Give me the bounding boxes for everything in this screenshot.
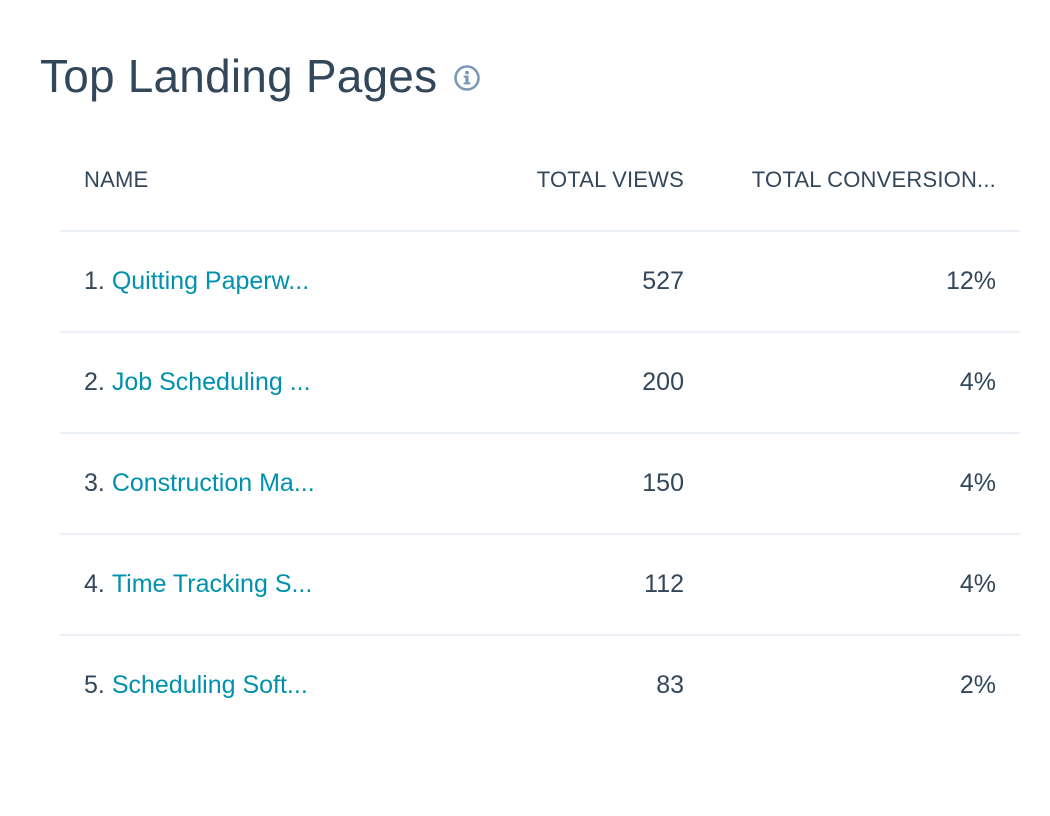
- landing-page-link[interactable]: Quitting Paperw...: [111, 267, 310, 295]
- row-rank: 1.: [84, 267, 105, 295]
- conversion-cell: 12%: [684, 231, 1020, 333]
- landing-pages-table: NAME TOTAL VIEWS TOTAL CONVERSION... 1. …: [60, 130, 1020, 735]
- name-cell: 3. Construction Ma...: [60, 433, 524, 535]
- column-header-total-views[interactable]: TOTAL VIEWS: [524, 130, 684, 232]
- table-row: 3. Construction Ma... 150 4%: [60, 433, 1020, 535]
- views-cell: 150: [524, 433, 684, 535]
- views-cell: 83: [656, 671, 684, 699]
- landing-page-link[interactable]: Construction Ma...: [111, 469, 315, 497]
- name-cell: 1. Quitting Paperw...: [60, 231, 524, 333]
- views-cell: 112: [524, 534, 684, 636]
- info-circle-icon-graphic: [454, 65, 481, 91]
- conversion-cell: 2%: [959, 671, 996, 699]
- landing-page-link[interactable]: Time Tracking S...: [111, 570, 313, 598]
- landing-page-link[interactable]: Job Scheduling ...: [111, 368, 311, 396]
- widget-title: Top Landing Pages: [40, 50, 438, 102]
- landing-pages-table-container: NAME TOTAL VIEWS TOTAL CONVERSION... 1. …: [60, 130, 1020, 735]
- table-row: 2. Job Scheduling ... 200 4%: [60, 332, 1020, 434]
- column-header-total-conversions[interactable]: TOTAL CONVERSION...: [684, 130, 1020, 232]
- name-cell: 5. Scheduling Soft...: [60, 635, 524, 735]
- column-header-name[interactable]: NAME: [60, 130, 524, 232]
- row-rank: 3.: [84, 469, 105, 497]
- table-row: 4. Time Tracking S... 112 4%: [60, 534, 1020, 636]
- row-rank: 5.: [84, 671, 105, 699]
- info-circle-icon[interactable]: [453, 64, 481, 92]
- table-header-row: NAME TOTAL VIEWS TOTAL CONVERSION...: [60, 130, 1020, 232]
- views-cell: 200: [524, 332, 684, 434]
- conversion-cell: 4%: [684, 332, 1020, 434]
- landing-page-link[interactable]: Scheduling Soft...: [111, 671, 308, 699]
- table-row: 5. Scheduling Soft... 83 2%: [60, 635, 1020, 735]
- conversion-cell: 4%: [684, 433, 1020, 535]
- name-cell: 2. Job Scheduling ...: [60, 332, 524, 434]
- row-rank: 2.: [84, 368, 105, 396]
- row-rank: 4.: [84, 570, 105, 598]
- conversion-cell: 4%: [684, 534, 1020, 636]
- name-cell: 4. Time Tracking S...: [60, 534, 524, 636]
- table-row: 1. Quitting Paperw... 527 12%: [60, 231, 1020, 333]
- views-cell: 527: [524, 231, 684, 333]
- widget-header: Top Landing Pages: [40, 44, 481, 108]
